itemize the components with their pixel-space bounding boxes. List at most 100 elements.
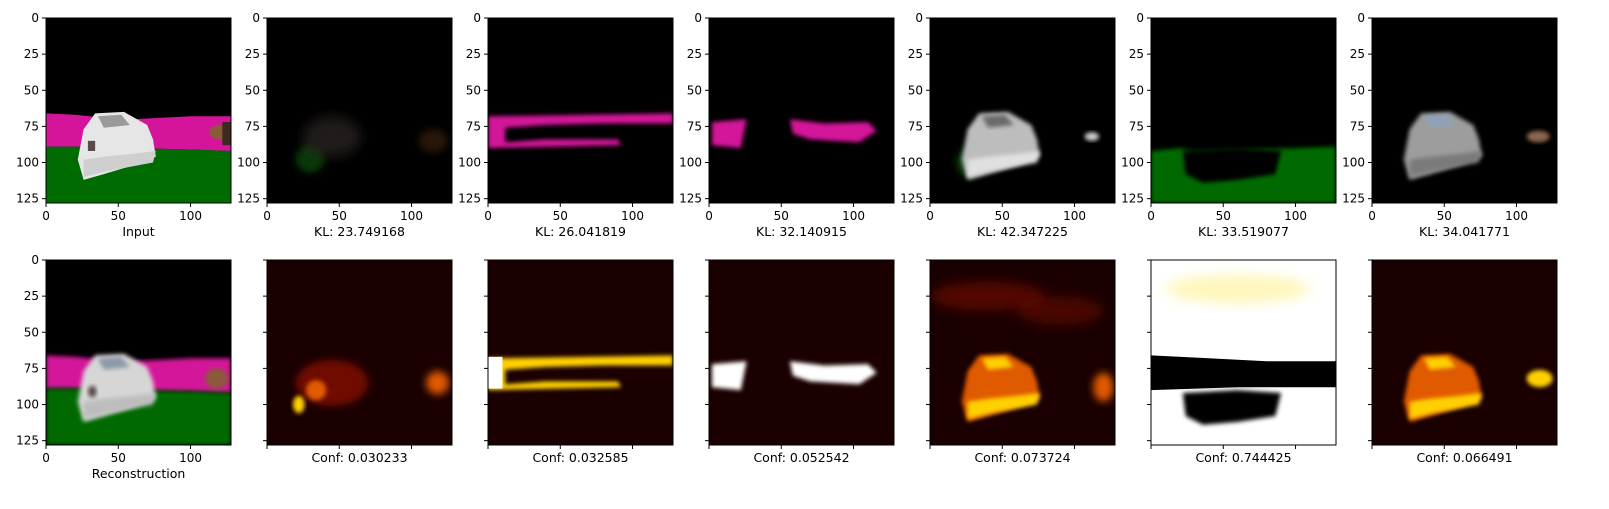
y-tick-label: 0 <box>252 11 260 25</box>
y-tick-label: 125 <box>900 192 923 206</box>
image-background <box>488 18 673 203</box>
y-tick-label: 25 <box>1129 47 1144 61</box>
y-tick-label: 25 <box>245 47 260 61</box>
image-content <box>46 112 231 203</box>
x-tick-label: 50 <box>1216 209 1231 223</box>
heat-hand <box>1527 370 1553 387</box>
y-tick-label: 0 <box>31 253 39 267</box>
image-content <box>930 260 1115 445</box>
y-tick-label: 100 <box>16 156 39 170</box>
panel-caption: Conf: 0.032585 <box>532 450 628 465</box>
panel-caption: Reconstruction <box>92 466 186 481</box>
x-tick-label: 50 <box>774 209 789 223</box>
panel-caption: KL: 42.347225 <box>977 224 1068 239</box>
y-tick-label: 0 <box>31 11 39 25</box>
panel-r0-c2: 0 50 1000255075100125KL: 26.041819 <box>458 11 673 239</box>
heat-sky-2 <box>1017 296 1104 325</box>
y-tick-label: 100 <box>16 398 39 412</box>
image-background <box>267 18 452 203</box>
x-tick-label: 0 <box>263 209 271 223</box>
y-tick-label: 25 <box>1350 47 1365 61</box>
y-tick-label: 100 <box>679 156 702 170</box>
y-tick-label: 75 <box>908 119 923 133</box>
panel-caption: Conf: 0.030233 <box>311 450 407 465</box>
panel-r0-c4: 0 50 1000255075100125KL: 42.347225 <box>900 11 1115 239</box>
image-content <box>1151 147 1336 203</box>
heat-bg <box>709 260 894 445</box>
y-tick-label: 25 <box>687 47 702 61</box>
y-tick-label: 125 <box>237 192 260 206</box>
panel-r0-c3: 0 50 100 0 25 50 75 100 125 KL: 32.140915 <box>679 11 894 239</box>
panel-caption: KL: 33.519077 <box>1198 224 1289 239</box>
image-content <box>267 260 452 445</box>
y-tick-label: 0 <box>473 11 481 25</box>
x-tick-label: 0 <box>42 451 50 465</box>
y-tick-label: 125 <box>1121 192 1144 206</box>
panel-caption: KL: 34.041771 <box>1419 224 1510 239</box>
heat-bg <box>267 260 452 445</box>
image-content <box>1372 260 1557 445</box>
x-tick-label: 100 <box>1505 209 1528 223</box>
x-tick-label: 100 <box>621 209 644 223</box>
heat-hand <box>1093 373 1113 402</box>
x-tick-label: 100 <box>179 209 202 223</box>
x-tick-label: 100 <box>842 209 865 223</box>
y-tick-label: 25 <box>24 47 39 61</box>
y-tick-label: 75 <box>687 119 702 133</box>
y-tick-label: 100 <box>458 156 481 170</box>
y-tick-label: 0 <box>694 11 702 25</box>
panel-r0-c0: 0 50 100 0 25 50 75 100 125 Input <box>16 11 231 239</box>
y-tick-label: 75 <box>466 119 481 133</box>
y-tick-label: 100 <box>1342 156 1365 170</box>
y-tick-label: 100 <box>237 156 260 170</box>
y-tick-label: 50 <box>908 83 923 97</box>
panel-r1-c4: Conf: 0.073724 <box>926 260 1115 465</box>
panel-r0-c1: 0 50 1000255075100125KL: 23.749168 <box>237 11 452 239</box>
y-tick-label: 75 <box>24 361 39 375</box>
y-tick-label: 25 <box>466 47 481 61</box>
y-tick-label: 100 <box>900 156 923 170</box>
panel-r1-c2: Conf: 0.032585 <box>484 260 673 465</box>
image-background <box>709 18 894 203</box>
panel-caption: Input <box>122 224 154 239</box>
x-tick-label: 0 <box>484 209 492 223</box>
hand-glint <box>1085 132 1099 141</box>
y-tick-label: 125 <box>679 192 702 206</box>
panel-caption: Conf: 0.066491 <box>1416 450 1512 465</box>
heat-bg <box>488 260 673 445</box>
image-content <box>488 260 673 445</box>
panel-grid: 0 50 100 0 25 50 75 100 125 Input 0 50 100 0 25 50 75 100… <box>16 11 1557 481</box>
x-tick-label: 0 <box>1368 209 1376 223</box>
heat-hot-1 <box>306 380 326 400</box>
car-glow <box>303 116 361 156</box>
y-tick-label: 75 <box>1350 119 1365 133</box>
car-headlight <box>88 386 97 398</box>
hand <box>205 368 228 388</box>
panel-r1-c1: Conf: 0.030233 <box>263 260 452 465</box>
y-tick-label: 25 <box>908 47 923 61</box>
y-tick-label: 125 <box>1342 192 1365 206</box>
y-tick-label: 50 <box>687 83 702 97</box>
y-tick-label: 50 <box>24 325 39 339</box>
x-tick-label: 100 <box>1063 209 1086 223</box>
x-tick-label: 50 <box>111 451 126 465</box>
heat-left <box>712 361 747 390</box>
hand-dark <box>222 122 231 145</box>
panel-caption: Conf: 0.073724 <box>974 450 1070 465</box>
panel-r0-c5: 0 50 1000255075100125KL: 33.519077 <box>1121 11 1336 239</box>
x-tick-label: 50 <box>332 209 347 223</box>
hand-glow <box>419 129 448 152</box>
x-tick-label: 0 <box>926 209 934 223</box>
x-tick-label: 50 <box>1437 209 1452 223</box>
x-tick-label: 100 <box>179 451 202 465</box>
y-tick-label: 50 <box>245 83 260 97</box>
y-tick-label: 50 <box>1129 83 1144 97</box>
heat-sky-tint <box>1165 274 1310 303</box>
y-tick-label: 125 <box>16 192 39 206</box>
x-tick-label: 100 <box>1284 209 1307 223</box>
x-tick-label: 0 <box>705 209 713 223</box>
y-tick-label: 125 <box>458 192 481 206</box>
panel-r1-c5: Conf: 0.744425 <box>1147 260 1336 465</box>
y-tick-label: 0 <box>915 11 923 25</box>
